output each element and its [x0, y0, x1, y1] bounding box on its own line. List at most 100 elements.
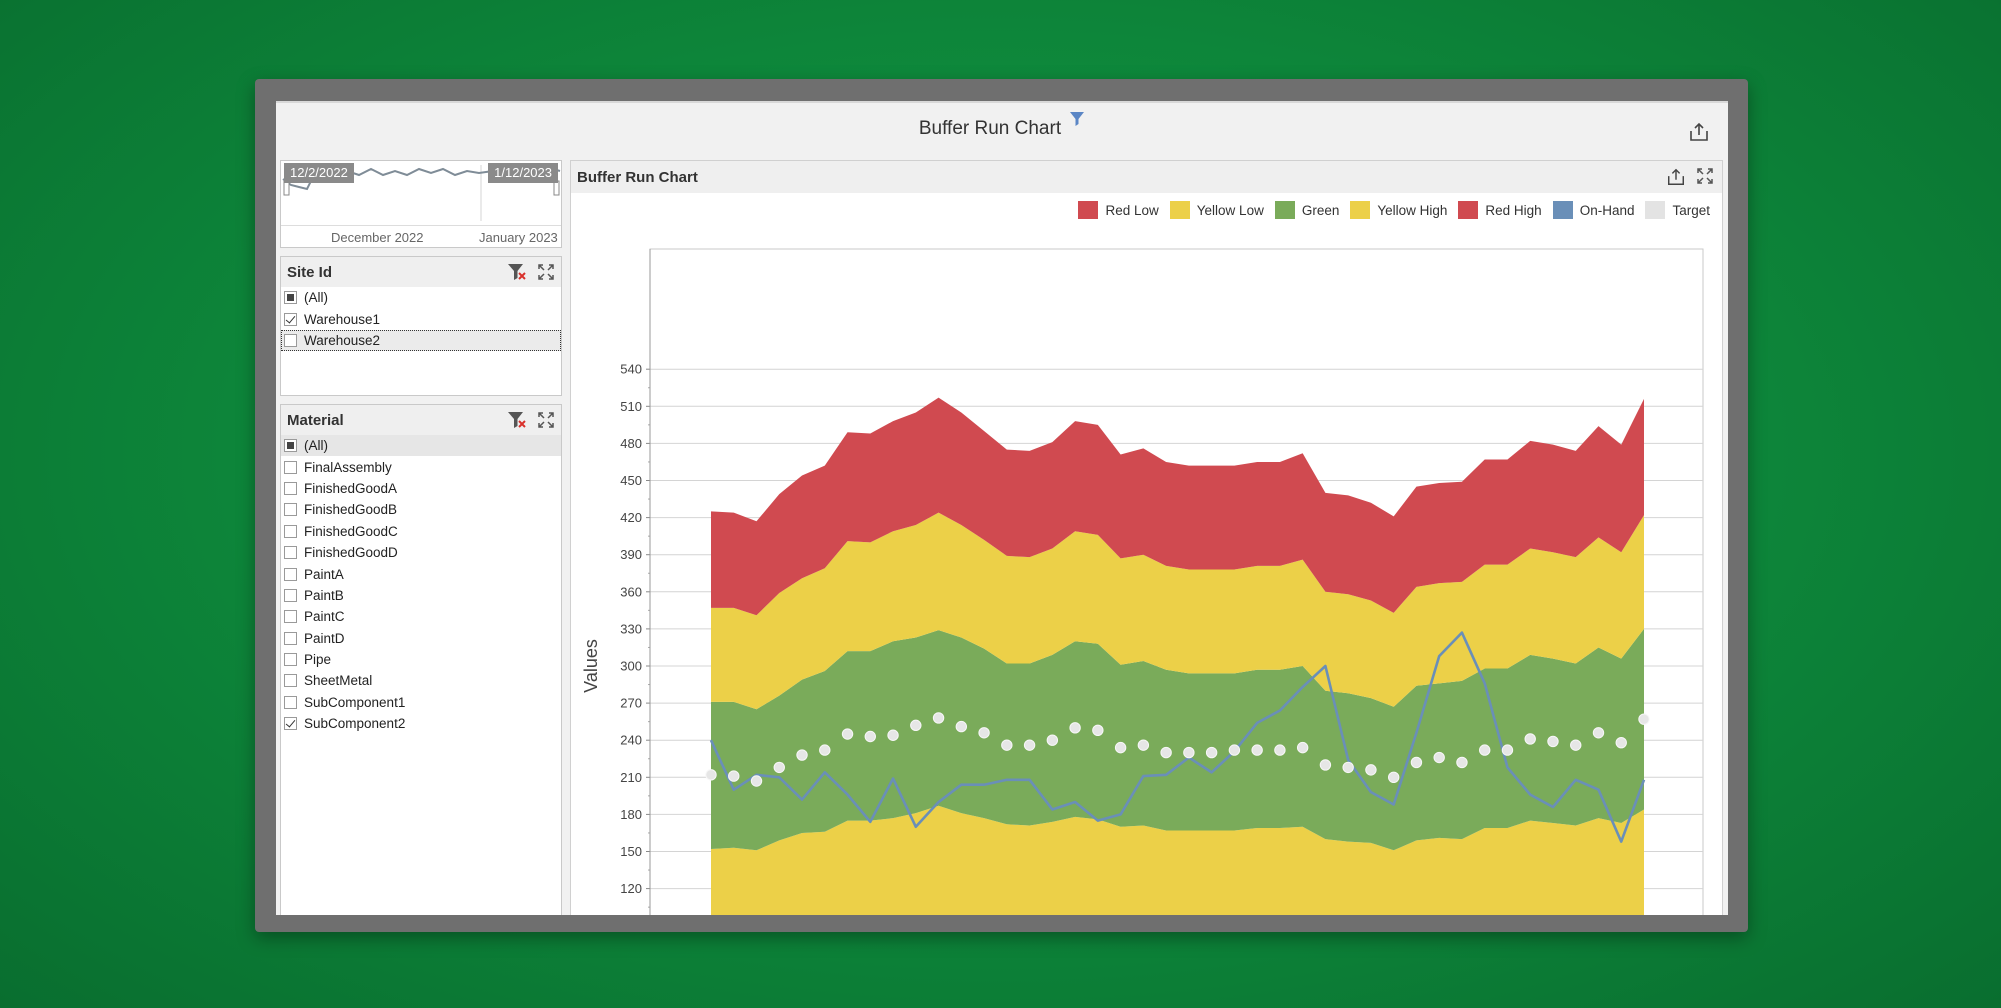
target-point[interactable]	[1319, 759, 1332, 771]
legend-item[interactable]: On-Hand	[1552, 201, 1634, 219]
legend-item[interactable]: Red High	[1458, 201, 1542, 219]
export-icon[interactable]	[1666, 167, 1686, 191]
checkbox[interactable]	[284, 674, 297, 688]
target-point[interactable]	[1137, 739, 1150, 751]
target-point[interactable]	[1160, 746, 1172, 759]
checkbox[interactable]	[284, 546, 297, 560]
target-point[interactable]	[978, 727, 990, 739]
target-point[interactable]	[1023, 739, 1036, 751]
checkbox[interactable]	[284, 312, 297, 326]
checkbox[interactable]	[284, 717, 297, 731]
list-item[interactable]: PaintA	[281, 563, 561, 584]
legend-item[interactable]: Yellow Low	[1169, 201, 1264, 219]
target-point[interactable]	[1296, 741, 1309, 754]
checkbox[interactable]	[284, 631, 297, 645]
filter-applied-icon[interactable]	[1069, 111, 1085, 133]
target-point[interactable]	[1274, 744, 1286, 756]
area-red-high[interactable]	[711, 397, 1644, 616]
list-item[interactable]: FinalAssembly	[281, 456, 561, 477]
date-range-filter[interactable]: 12/2/2022 1/12/2023 December 2022 Januar…	[280, 160, 562, 248]
list-item[interactable]: SubComponent1	[281, 692, 561, 713]
target-point[interactable]	[1228, 744, 1241, 756]
list-item[interactable]: Warehouse2	[281, 329, 561, 352]
on-hand-line[interactable]	[709, 631, 1646, 843]
checkbox[interactable]	[284, 439, 297, 453]
target-point[interactable]	[1387, 771, 1400, 783]
target-point[interactable]	[1501, 744, 1514, 756]
area-green[interactable]	[711, 628, 1644, 851]
target-point[interactable]	[1183, 746, 1195, 759]
target-point[interactable]	[1410, 756, 1423, 769]
target-point[interactable]	[864, 730, 876, 743]
list-item[interactable]: FinishedGoodC	[281, 521, 561, 542]
target-point[interactable]	[1114, 741, 1127, 754]
target-point[interactable]	[841, 728, 854, 740]
list-item[interactable]: Pipe	[281, 649, 561, 670]
list-item[interactable]: FinishedGoodD	[281, 542, 561, 563]
target-point[interactable]	[1479, 744, 1491, 756]
list-item[interactable]: PaintD	[281, 628, 561, 649]
target-point[interactable]	[819, 744, 831, 756]
target-point[interactable]	[1592, 727, 1605, 739]
target-point[interactable]	[1001, 739, 1013, 751]
target-point[interactable]	[728, 770, 740, 782]
checkbox[interactable]	[284, 333, 297, 347]
target-point[interactable]	[910, 719, 922, 732]
checkbox[interactable]	[284, 567, 297, 581]
clear-filter-icon[interactable]	[507, 411, 527, 433]
area-yellow-high[interactable]	[711, 512, 1644, 710]
target-point[interactable]	[1092, 724, 1104, 737]
target-point[interactable]	[932, 712, 945, 724]
target-point[interactable]	[1433, 751, 1445, 764]
range-end-label[interactable]: 1/12/2023	[488, 163, 558, 183]
legend-item[interactable]: Target	[1645, 201, 1710, 219]
target-point[interactable]	[1524, 733, 1536, 745]
target-point[interactable]	[1456, 756, 1468, 769]
legend-item[interactable]: Green	[1274, 201, 1339, 219]
checkbox[interactable]	[284, 460, 297, 474]
list-item[interactable]: SubComponent2	[281, 713, 561, 734]
maximize-icon[interactable]	[1696, 167, 1714, 191]
target-point[interactable]	[1615, 736, 1627, 749]
target-point[interactable]	[1251, 744, 1263, 756]
target-point[interactable]	[796, 749, 808, 761]
target-point[interactable]	[1342, 761, 1354, 774]
export-icon[interactable]	[1688, 121, 1710, 148]
legend-item[interactable]: Red Low	[1078, 201, 1159, 219]
list-item[interactable]: FinishedGoodA	[281, 478, 561, 499]
checkbox[interactable]	[284, 524, 297, 538]
list-item[interactable]: SheetMetal	[281, 670, 561, 691]
buffer-run-chart[interactable]: 3060901201501802102402703003303603904204…	[571, 227, 1722, 915]
maximize-icon[interactable]	[537, 411, 555, 433]
legend-item[interactable]: Yellow High	[1350, 201, 1447, 219]
list-item[interactable]: PaintC	[281, 606, 561, 627]
checkbox[interactable]	[284, 653, 297, 667]
target-point[interactable]	[1547, 735, 1559, 748]
target-point[interactable]	[887, 729, 899, 741]
clear-filter-icon[interactable]	[507, 263, 527, 285]
list-item[interactable]: PaintB	[281, 585, 561, 606]
list-item[interactable]: (All)	[281, 287, 561, 308]
checkbox[interactable]	[284, 695, 297, 709]
range-start-label[interactable]: 12/2/2022	[284, 163, 354, 183]
target-point[interactable]	[1365, 764, 1377, 776]
target-point[interactable]	[1205, 746, 1218, 759]
target-point[interactable]	[750, 775, 763, 787]
checkbox[interactable]	[284, 481, 297, 495]
checkbox[interactable]	[284, 610, 297, 624]
list-item[interactable]: Warehouse1	[281, 308, 561, 329]
target-point[interactable]	[1638, 713, 1650, 725]
target-point[interactable]	[1570, 739, 1582, 751]
target-point[interactable]	[1046, 734, 1059, 746]
maximize-icon[interactable]	[537, 263, 555, 285]
target-point[interactable]	[1069, 722, 1081, 734]
area-yellow-low[interactable]	[711, 805, 1644, 915]
target-point[interactable]	[773, 761, 785, 774]
list-item[interactable]: (All)	[281, 435, 561, 457]
checkbox[interactable]	[284, 503, 297, 517]
list-item[interactable]: FinishedGoodB	[281, 499, 561, 520]
target-point[interactable]	[955, 720, 968, 733]
checkbox[interactable]	[284, 291, 297, 305]
target-point[interactable]	[705, 769, 717, 781]
checkbox[interactable]	[284, 588, 297, 602]
